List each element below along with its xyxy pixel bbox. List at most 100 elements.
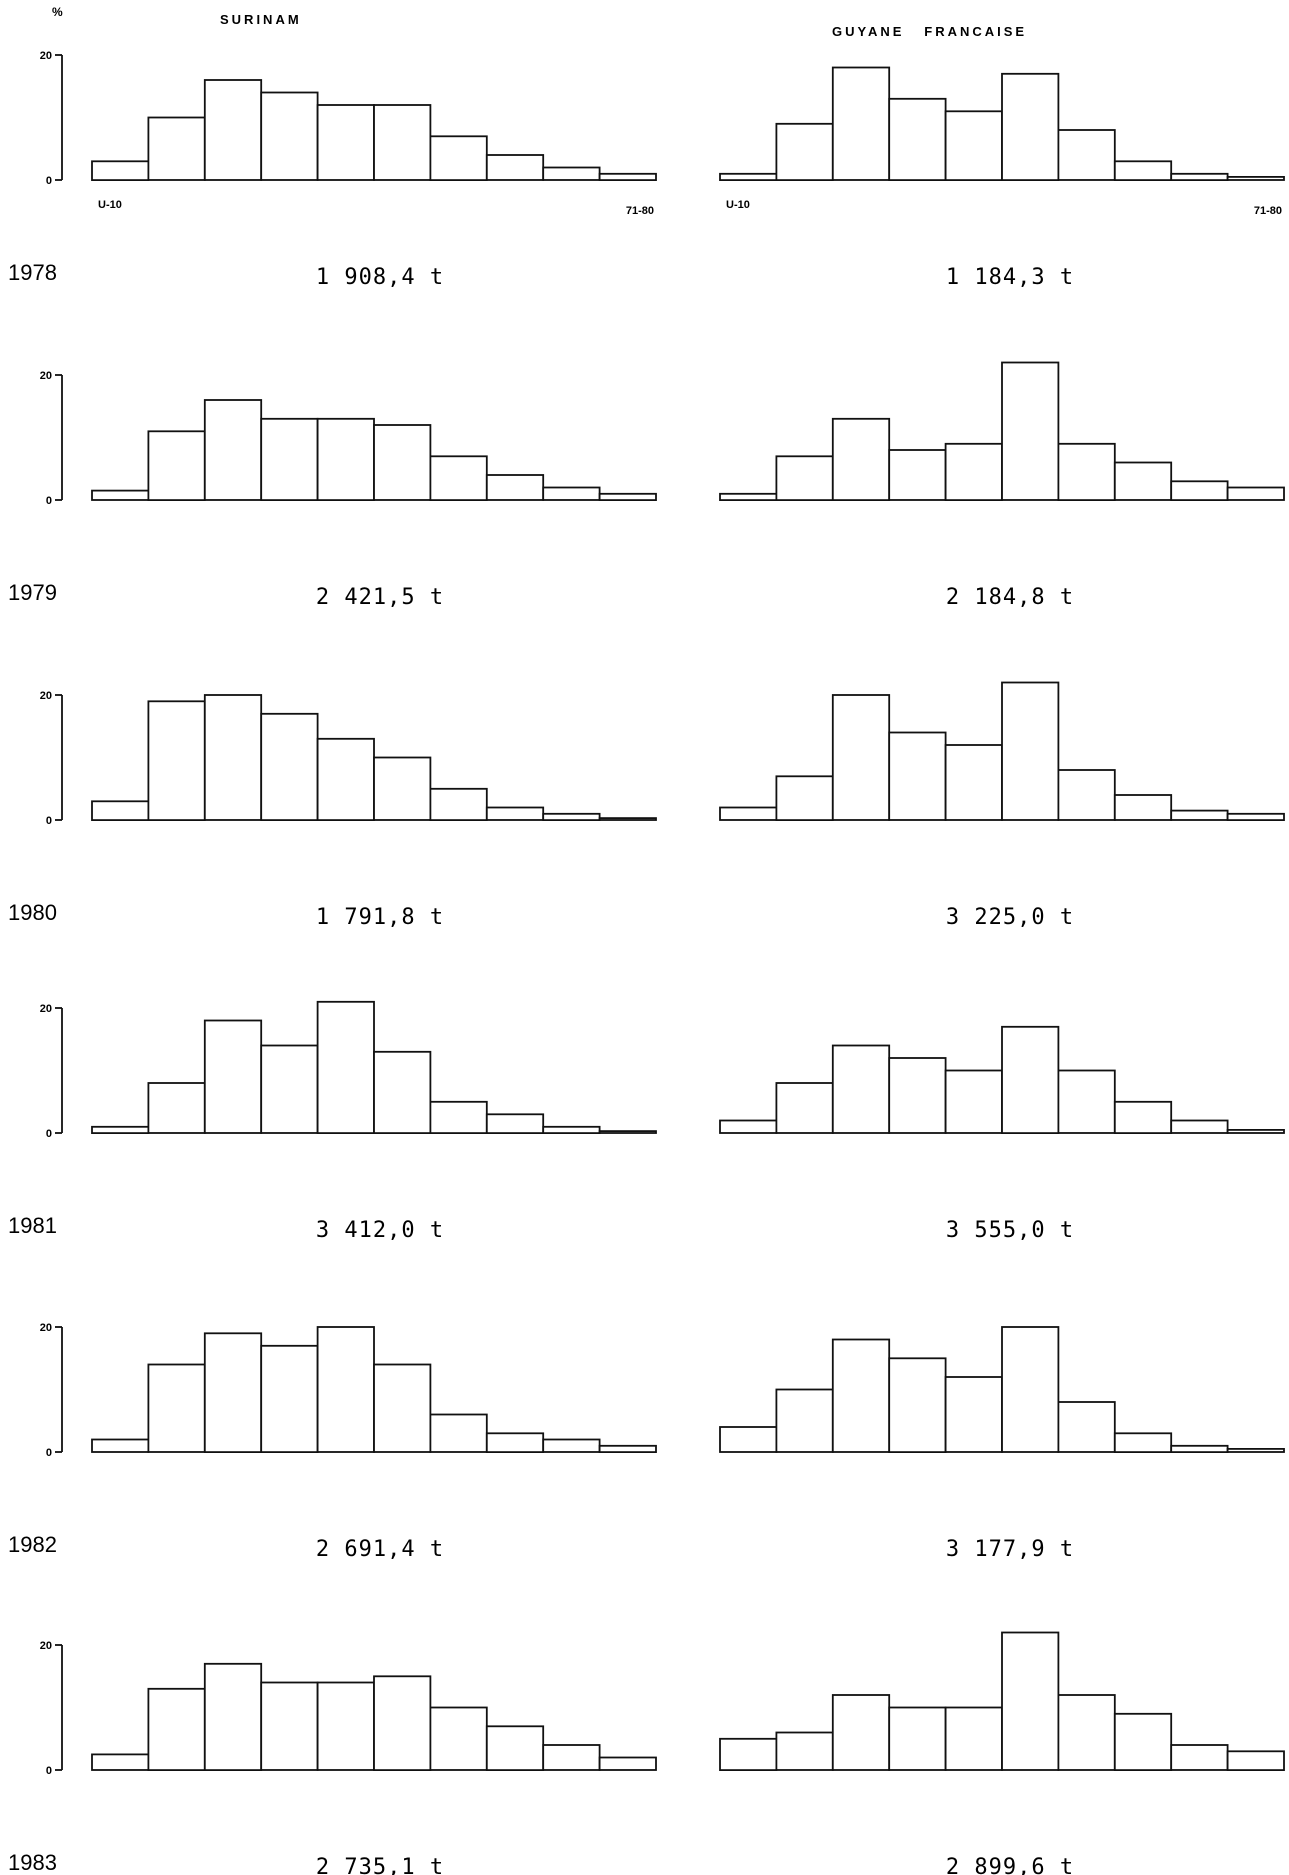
year-label-1983: 1983 — [8, 1850, 57, 1875]
histogram-surinam-1981: 0 20 1981 3 412,0 t — [8, 1000, 657, 1243]
bar-guyane-1980-2 — [775, 775, 834, 821]
bar-surinam-1978-9 — [542, 166, 601, 181]
column-title-guyane: GUYANE FRANCAISE — [832, 24, 1027, 39]
bar-guyane-1979-3 — [831, 417, 891, 501]
y-tick-label-0-surinam-1983: 0 — [46, 1765, 52, 1777]
bar-surinam-1979-9 — [542, 486, 601, 501]
bar-surinam-1981-2 — [147, 1082, 206, 1134]
histogram-guyane-1982: 3 177,9 t — [719, 1326, 1285, 1562]
bar-surinam-1979-2 — [147, 430, 206, 501]
bar-surinam-1981-8 — [485, 1113, 545, 1135]
bar-surinam-1982-4 — [260, 1344, 319, 1454]
y-tick-label-20-surinam-1980: 20 — [40, 690, 52, 702]
bar-guyane-1979-9 — [1170, 480, 1229, 501]
bar-guyane-1983-5 — [944, 1706, 1003, 1771]
year-label-1982: 1982 — [8, 1532, 57, 1557]
bar-guyane-1981-1 — [719, 1119, 778, 1134]
total-label-surinam-1978: 1 908,4 t — [316, 265, 444, 290]
bar-guyane-1978-2 — [775, 122, 834, 182]
bar-guyane-1981-2 — [775, 1082, 834, 1134]
bar-guyane-1983-2 — [775, 1731, 834, 1771]
total-label-guyane-1978: 1 184,3 t — [946, 265, 1074, 290]
total-label-guyane-1980: 3 225,0 t — [946, 905, 1074, 930]
histogram-surinam-1983: 0 20 1983 2 735,1 t — [8, 1640, 657, 1875]
bar-guyane-1980-7 — [1057, 769, 1116, 821]
y-tick-label-0-surinam-1980: 0 — [46, 815, 52, 827]
y-tick-label-0-surinam-1979: 0 — [46, 495, 52, 507]
bar-guyane-1983-8 — [1113, 1712, 1173, 1772]
bar-surinam-1982-1 — [91, 1438, 150, 1453]
bar-surinam-1978-10 — [598, 172, 657, 182]
bar-guyane-1981-9 — [1170, 1119, 1229, 1134]
y-tick-label-20-surinam-1979: 20 — [40, 370, 52, 382]
bar-guyane-1983-10 — [1226, 1750, 1285, 1772]
bar-guyane-1980-10 — [1226, 812, 1285, 821]
bar-surinam-1978-3 — [203, 79, 263, 181]
bar-surinam-1981-1 — [91, 1125, 150, 1135]
category-label-last-guyane-1978: 71-80 — [1254, 205, 1282, 217]
histogram-guyane-1979: 2 184,8 t — [719, 361, 1285, 610]
bar-guyane-1980-6 — [1001, 681, 1060, 821]
bar-surinam-1980-5 — [316, 737, 375, 821]
bar-surinam-1983-10 — [598, 1756, 657, 1771]
bar-guyane-1978-4 — [888, 97, 947, 182]
bar-guyane-1980-5 — [944, 744, 1003, 821]
year-label-1980: 1980 — [8, 900, 57, 925]
bar-surinam-1978-6 — [373, 104, 432, 181]
bar-guyane-1978-5 — [944, 110, 1003, 182]
column-title-surinam: SURINAM — [220, 12, 302, 27]
bar-surinam-1980-4 — [260, 712, 319, 821]
bar-guyane-1979-5 — [944, 442, 1003, 501]
bar-guyane-1981-7 — [1057, 1069, 1116, 1134]
bar-guyane-1980-1 — [719, 806, 778, 821]
bar-surinam-1979-3 — [203, 399, 263, 501]
bar-guyane-1980-4 — [888, 731, 947, 821]
year-label-1981: 1981 — [8, 1213, 57, 1238]
bar-surinam-1981-9 — [542, 1125, 601, 1135]
bar-guyane-1979-7 — [1057, 442, 1116, 501]
bar-surinam-1979-10 — [598, 492, 657, 501]
bar-surinam-1982-7 — [429, 1413, 488, 1453]
y-tick-label-20-surinam-1982: 20 — [40, 1322, 52, 1334]
bar-surinam-1980-1 — [91, 800, 150, 821]
bar-guyane-1979-4 — [888, 449, 947, 501]
bar-guyane-1982-6 — [1001, 1326, 1060, 1453]
histogram-surinam-1980: 0 20 1980 1 791,8 t — [8, 690, 657, 930]
bar-surinam-1978-2 — [147, 116, 206, 181]
histogram-surinam-1978: 0 20 U-10 71-80 1978 1 908,4 t — [8, 50, 657, 290]
bar-guyane-1981-5 — [944, 1069, 1003, 1134]
year-label-1979: 1979 — [8, 580, 57, 605]
bar-surinam-1983-1 — [91, 1753, 150, 1771]
bar-guyane-1980-3 — [831, 694, 891, 821]
bar-surinam-1979-1 — [91, 489, 150, 501]
bar-guyane-1983-3 — [831, 1694, 891, 1771]
total-label-guyane-1983: 2 899,6 t — [946, 1855, 1074, 1875]
bar-guyane-1979-1 — [719, 492, 778, 501]
bar-guyane-1981-4 — [888, 1057, 947, 1134]
bar-guyane-1979-8 — [1113, 461, 1173, 501]
bar-surinam-1982-8 — [485, 1432, 545, 1454]
bar-guyane-1980-8 — [1113, 794, 1173, 821]
bar-guyane-1979-10 — [1226, 486, 1285, 501]
total-label-surinam-1979: 2 421,5 t — [316, 585, 444, 610]
bar-guyane-1982-4 — [888, 1357, 947, 1454]
bar-guyane-1979-2 — [775, 455, 834, 501]
bar-surinam-1979-4 — [260, 417, 319, 501]
histogram-surinam-1982: 0 20 1982 2 691,4 t — [8, 1322, 657, 1562]
total-label-guyane-1982: 3 177,9 t — [946, 1537, 1074, 1562]
bar-guyane-1978-8 — [1113, 160, 1173, 182]
bar-surinam-1982-10 — [598, 1444, 657, 1454]
bar-guyane-1978-6 — [1001, 72, 1060, 182]
bar-surinam-1978-1 — [91, 160, 150, 182]
bar-guyane-1982-3 — [831, 1338, 891, 1453]
total-label-surinam-1981: 3 412,0 t — [316, 1218, 444, 1243]
bar-surinam-1983-4 — [260, 1681, 319, 1771]
bar-guyane-1978-10 — [1226, 175, 1285, 181]
bar-surinam-1982-9 — [542, 1438, 601, 1453]
bar-surinam-1980-9 — [542, 812, 601, 821]
bar-guyane-1978-1 — [719, 172, 778, 182]
bar-guyane-1983-4 — [888, 1706, 947, 1771]
y-unit-label: % — [52, 5, 63, 19]
bar-surinam-1983-8 — [485, 1725, 545, 1772]
